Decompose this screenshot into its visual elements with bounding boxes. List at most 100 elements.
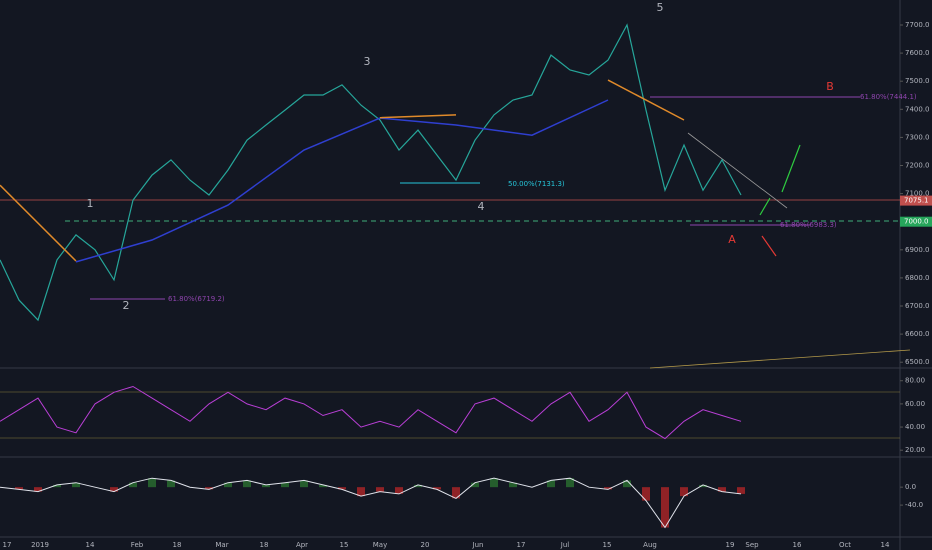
price-tag: [900, 195, 932, 206]
y-tick-label: 60.00: [905, 400, 925, 408]
x-tick-label: 16: [793, 541, 802, 549]
moving-average: [0, 79, 685, 262]
macd-histogram: [414, 484, 422, 488]
y-tick-label: 40.00: [905, 423, 925, 431]
y-tick-label: 7400.0: [905, 105, 930, 113]
fib-label: 61.80%(7444.1): [860, 93, 917, 101]
y-tick-label: 6900.0: [905, 246, 930, 254]
macd-histogram: [737, 487, 745, 494]
wave-label: 4: [478, 200, 485, 213]
y-tick-label: 7300.0: [905, 133, 930, 141]
y-tick-label: 0.0: [905, 483, 916, 491]
wave-label: 1: [87, 197, 94, 210]
macd-histogram: [224, 482, 232, 488]
macd-histogram: [129, 482, 137, 488]
macd-histogram: [395, 487, 403, 494]
y-tick-label: 20.00: [905, 446, 925, 454]
macd-histogram: [205, 487, 213, 490]
y-tick-label: 6600.0: [905, 330, 930, 338]
price-tag-label: 7000.0: [904, 218, 929, 226]
macd-histogram: [338, 487, 346, 490]
trend-line: [649, 349, 911, 369]
wave-label: 2: [123, 299, 130, 312]
y-tick-label: 7100.0: [905, 190, 930, 198]
x-tick-label: 17: [3, 541, 12, 549]
wave-label: A: [728, 233, 736, 246]
fib-label: 50.00%(7131.3): [508, 180, 565, 188]
y-tick-label: 7500.0: [905, 77, 930, 85]
macd-histogram: [661, 487, 669, 528]
x-tick-label: 15: [603, 541, 612, 549]
macd-histogram: [642, 487, 650, 501]
wave-label: B: [826, 80, 834, 93]
x-tick-label: 17: [517, 541, 526, 549]
y-tick-label: 6800.0: [905, 274, 930, 282]
macd-histogram: [53, 484, 61, 488]
price-line: [0, 23, 742, 322]
x-tick-label: May: [373, 541, 387, 549]
arrow: [759, 197, 771, 216]
macd-histogram: [547, 480, 555, 488]
macd-histogram: [604, 487, 612, 490]
x-tick-label: Jul: [560, 541, 570, 549]
x-tick-label: Apr: [296, 541, 308, 549]
macd-histogram: [509, 482, 517, 488]
macd-histogram: [15, 487, 23, 490]
x-tick-label: 20: [421, 541, 430, 549]
macd-histogram: [376, 487, 384, 492]
price-tag-label: 7075.1: [904, 197, 929, 205]
x-tick-label: 2019: [31, 541, 49, 549]
macd-histogram: [490, 478, 498, 488]
x-tick-label: Jun: [472, 541, 484, 549]
wave-label: 5: [657, 1, 664, 14]
macd-histogram: [566, 478, 574, 488]
macd-histogram: [262, 484, 270, 488]
arrow: [761, 235, 777, 257]
x-tick-label: 15: [340, 541, 349, 549]
y-tick-label: 7200.0: [905, 162, 930, 170]
macd-histogram: [34, 487, 42, 492]
macd-histogram: [699, 484, 707, 488]
y-tick-label: 6700.0: [905, 302, 930, 310]
y-tick-label: 7600.0: [905, 49, 930, 57]
x-tick-label: Oct: [839, 541, 851, 549]
x-tick-label: 14: [881, 541, 890, 549]
x-tick-label: 18: [260, 541, 269, 549]
macd-histogram: [357, 487, 365, 497]
fib-label: 61.80%(6719.2): [168, 295, 225, 303]
x-tick-label: Sep: [745, 541, 759, 549]
macd-histogram: [433, 487, 441, 490]
macd-histogram: [243, 480, 251, 488]
arrow: [781, 144, 801, 193]
price-tag: [900, 216, 932, 227]
macd-histogram: [281, 482, 289, 488]
y-tick-label: 80.00: [905, 377, 925, 385]
x-tick-label: Aug: [643, 541, 657, 549]
macd-histogram: [471, 482, 479, 488]
x-tick-label: 14: [86, 541, 95, 549]
macd-histogram: [300, 480, 308, 488]
macd-histogram: [680, 487, 688, 497]
y-tick-label: 7700.0: [905, 21, 930, 29]
macd-histogram: [319, 484, 327, 488]
fib-label: 61.80%(6983.3): [780, 221, 837, 229]
macd-line: [0, 477, 742, 529]
macd-histogram: [110, 487, 118, 492]
macd-histogram: [167, 480, 175, 488]
x-tick-label: Feb: [131, 541, 144, 549]
wave-label: 3: [364, 55, 371, 68]
x-tick-label: 18: [173, 541, 182, 549]
macd-histogram: [72, 482, 80, 488]
macd-histogram: [718, 487, 726, 492]
macd-histogram: [623, 480, 631, 488]
y-tick-label: -40.0: [905, 501, 923, 509]
x-tick-label: Mar: [215, 541, 228, 549]
trend-line: [687, 132, 788, 209]
rsi-line: [0, 385, 742, 440]
moving-average: [75, 99, 609, 263]
macd-histogram: [148, 478, 156, 488]
x-tick-label: 19: [726, 541, 735, 549]
